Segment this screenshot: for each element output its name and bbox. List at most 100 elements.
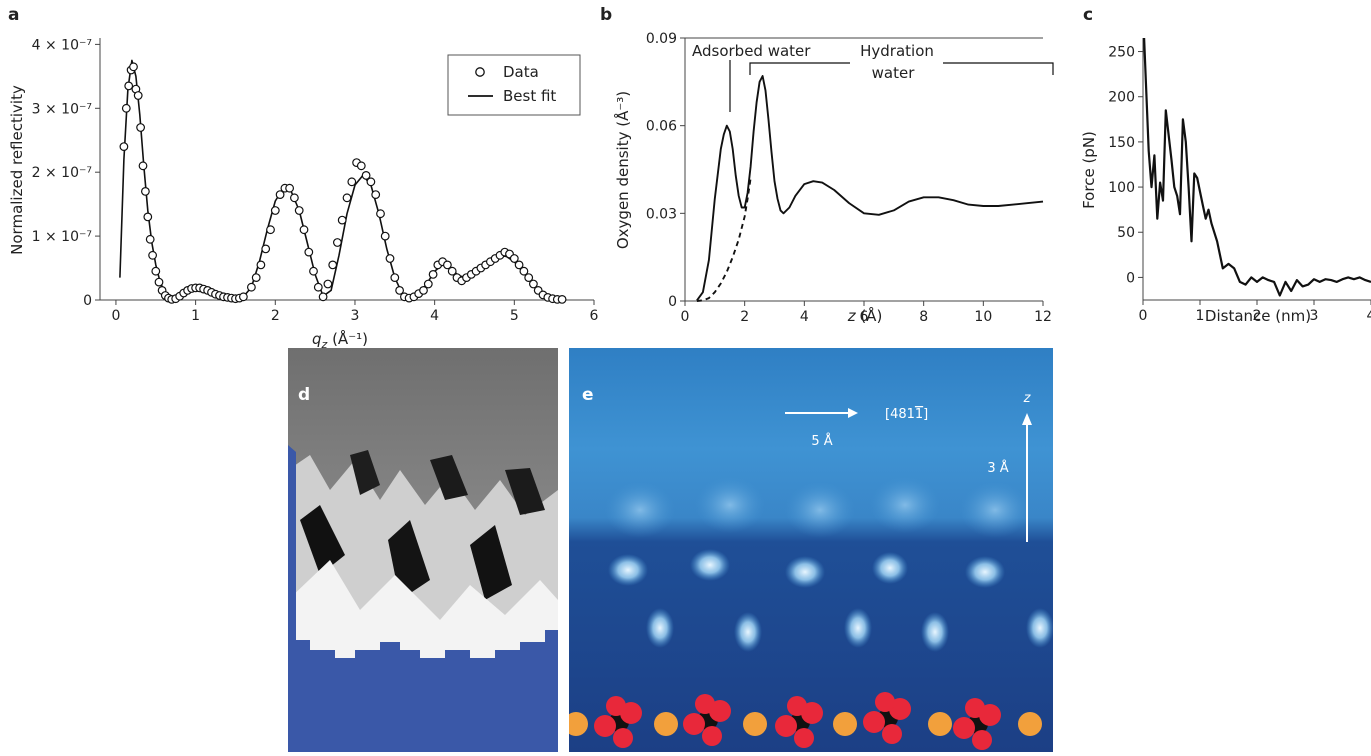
data-point [238,292,248,302]
data-point [313,282,323,292]
water-density-spot [1026,608,1053,648]
panel-d-substrate-blue [288,445,558,752]
y-tick-label: 250 [1108,45,1135,61]
data-point [251,273,261,283]
data-point [514,260,524,270]
x-tick-label: 3 [1310,308,1319,324]
panel-e-simulation-image: e [4811] 5 Å z 3 Å [569,348,1053,752]
data-point [376,209,385,219]
annotation-water: water [872,64,916,82]
data-point [318,292,328,302]
data-point [323,279,333,289]
oxygen-atom [787,696,807,716]
oxygen-atom [695,694,715,714]
x-scale-label: 5 Å [811,433,832,449]
crystal-direction-label: [4811] [885,407,928,422]
data-point [154,277,164,287]
panel-a-letter: a [8,5,19,25]
oxygen-atom [775,715,797,737]
y-tick-label: 1 × 10⁻⁷ [32,229,92,245]
data-point [361,170,371,180]
z-scale-label: 3 Å [987,460,1008,476]
legend-fit-label: Best fit [503,87,556,105]
water-density-spot [646,608,674,648]
y-tick-label: 200 [1108,90,1135,106]
x-tick-label: 12 [1034,309,1052,325]
oxygen-atom [683,713,705,735]
data-point [524,273,534,283]
data-point [145,234,155,244]
y-tick-label: 100 [1108,180,1135,196]
data-point [275,190,285,200]
water-density-spot [872,552,908,584]
data-point [309,266,318,276]
data-point [290,193,299,203]
data-point [143,212,153,222]
y-tick-label: 0.09 [646,31,677,47]
data-point [390,273,400,283]
panel-c-x-axis-label: Distance (nm) [1205,307,1311,325]
panel-e-upper-bright-spots [608,549,1005,588]
panel-a-y-axis-label: Normalized reflectivity [8,85,26,255]
x-tick-label: 0 [111,308,120,324]
y-tick-label: 4 × 10⁻⁷ [32,37,92,53]
oxygen-atom [875,692,895,712]
data-point [519,266,529,276]
data-point [151,266,161,276]
x-tick-label: 2 [1253,308,1262,324]
panel-c-plot-area: 0 1 2 3 4 0 50 100 150 200 250 [1108,37,1371,324]
data-point [124,81,134,91]
oxygen-atom [794,728,814,748]
data-point [366,177,376,187]
series-line [1143,37,1371,297]
data-point [395,286,405,295]
legend-data-label: Data [503,63,539,81]
x-tick-label: 6 [860,309,869,325]
panel-b-oxygen-density-chart: b 0 2 4 6 8 10 12 0 0.03 0.06 0.09 z (Å) Oxygen de… [600,5,1054,325]
diffuse-glow [785,482,855,538]
data-point [136,123,146,132]
oxygen-atom [882,724,902,744]
data-point [133,91,143,100]
dashed-series-line [696,178,752,302]
annotation-hydration: Hydration [860,42,934,60]
panel-e-blue-background [569,348,1053,752]
oxygen-atom [863,711,885,733]
data-point [285,183,295,193]
diffuse-glow [870,477,940,533]
data-point [380,231,390,241]
water-density-spot [785,556,825,588]
x-tick-label: 2 [271,308,280,324]
y-tick-label: 0.06 [646,119,677,135]
oxygen-atom [972,730,992,750]
panel-d-dark-blob [505,468,545,515]
x-tick-label: 0 [681,309,690,325]
water-density-spot [965,556,1005,588]
panel-d-bright-layer [288,560,558,660]
panel-c-force-chart: c 0 1 2 3 4 0 50 100 150 200 250 Distance (nm) For… [1080,5,1371,325]
data-point [385,254,395,263]
metal-atom [743,712,767,736]
annotation-adsorbed-water: Adsorbed water [692,42,811,60]
panel-a-legend-box [447,54,581,116]
x-tick-label: 1 [1196,308,1205,324]
x-tick-label: 0 [1139,308,1148,324]
metal-atom [833,712,857,736]
data-point [347,177,357,187]
data-point [299,225,309,235]
panel-b-plot-area: 0 2 4 6 8 10 12 0 0.03 0.06 0.09 [646,31,1052,325]
y-tick-label: 0 [83,293,92,309]
diffuse-glow [960,482,1030,538]
data-point [328,260,338,270]
panel-a-reflectivity-chart: a 0 1 2 3 4 5 6 0 1 × 10⁻⁷ 2 × 10⁻⁷ 3 × 10⁻⁷ 4 × 10… [8,5,599,351]
panel-d-letter: d [298,385,310,405]
panel-b-y-axis-label: Oxygen density (Å⁻³) [613,91,632,249]
data-point [342,193,352,203]
data-point [261,244,271,254]
data-point [129,62,138,72]
oxygen-atom [965,698,985,718]
data-point [294,206,304,215]
data-point [119,142,129,152]
water-density-spot [734,612,762,652]
data-point [419,286,428,295]
